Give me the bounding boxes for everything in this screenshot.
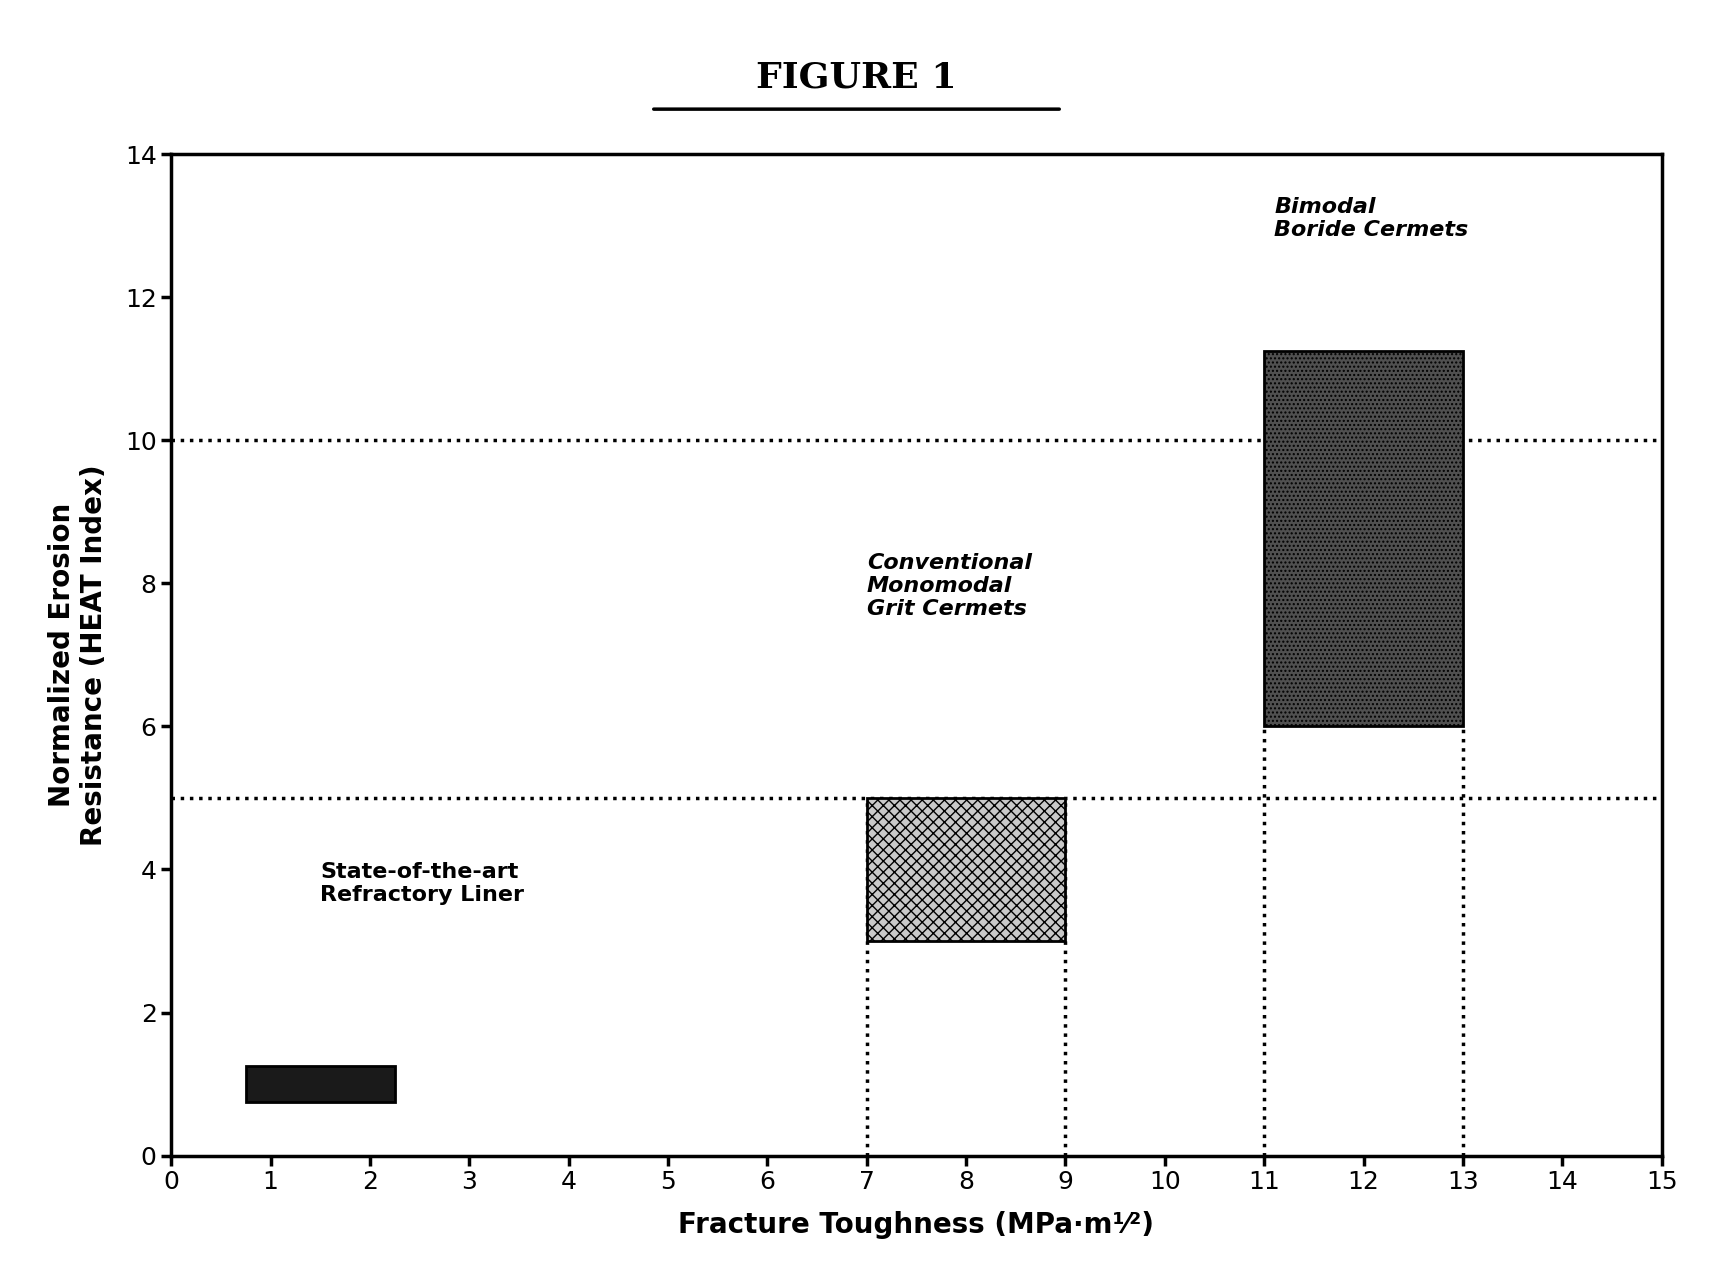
X-axis label: Fracture Toughness (MPa·m¹⁄²): Fracture Toughness (MPa·m¹⁄²): [678, 1211, 1155, 1239]
Bar: [867, 797, 1065, 941]
Text: FIGURE 1: FIGURE 1: [755, 60, 958, 94]
Text: State-of-the-art
Refractory Liner: State-of-the-art Refractory Liner: [320, 862, 524, 905]
Text: Bimodal
Boride Cermets: Bimodal Boride Cermets: [1274, 196, 1468, 240]
Text: Conventional
Monomodal
Grit Cermets: Conventional Monomodal Grit Cermets: [867, 552, 1031, 619]
Y-axis label: Normalized Erosion
Resistance (HEAT Index): Normalized Erosion Resistance (HEAT Inde…: [48, 464, 108, 846]
Bar: [1264, 351, 1463, 727]
Bar: [247, 1066, 394, 1102]
